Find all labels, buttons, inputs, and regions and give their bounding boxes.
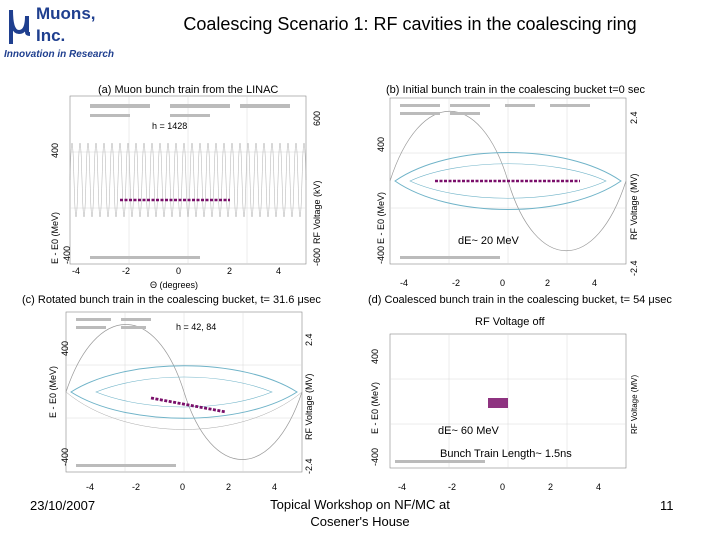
panel-d-xtick: 0 [500,482,506,492]
panel-a-y2tick-bottom: -600 [312,247,322,266]
panel-b-y2tick-bottom: -2.4 [629,260,639,276]
footer-venue: Topical Workshop on NF/MC at Cosener's H… [250,496,470,530]
panel-a-caption: (a) Muon bunch train from the LINAC [98,84,279,96]
panel-d-y2label: RF Voltage (MV) [630,374,639,434]
panel-a-xlabel: Θ (degrees) [150,280,199,290]
panel-c-y2tick-top: 2.4 [304,333,314,346]
footer-venue-line2: Cosener's House [310,514,410,529]
panel-c-xtick: 0 [180,482,186,492]
panel-b-y2label: RF Voltage (MV) [629,173,639,240]
panel-b-y2tick-top: 2.4 [629,111,639,124]
muons-logo-icon [9,9,31,44]
logo-name-line2: Inc. [36,26,66,45]
panel-c-xtick: 2 [226,482,232,492]
panel-a-y2label: RF Voltage (kV) [312,180,322,244]
panel-b-annotation: dE~ 20 MeV [458,235,519,247]
panel-d-annotation-length: Bunch Train Length~ 1.5ns [440,448,572,460]
panel-b-ylabel: E - E0 (MeV) [376,191,386,244]
panel-a-xtick: 0 [176,266,182,276]
panel-d-xtick: 4 [596,482,602,492]
panel-d-xtick: 2 [548,482,554,492]
logo-name-line1: Muons, [36,4,96,23]
panel-a-ytick-bottom: -400 [62,245,72,264]
panel-d-xtick: -2 [448,482,457,492]
panel-a-ytick-top: 400 [50,142,60,158]
panel-b-xtick: 4 [592,278,598,288]
panel-c-xtick: 4 [272,482,278,492]
panel-d-ylabel: E - E0 (MeV) [370,381,380,434]
panel-a-y2tick-top: 600 [312,110,322,126]
panel-c-ylabel: E - E0 (MeV) [48,365,58,418]
panel-c-ytick-bottom: -400 [60,447,70,466]
panel-d-xtick: -4 [398,482,407,492]
panel-d-annotation-de: dE~ 60 MeV [438,425,499,437]
panel-b-ytick-top: 400 [376,136,386,152]
panel-a-xtick: -4 [72,266,81,276]
panel-c-xtick: -2 [132,482,141,492]
panel-a-plot [69,95,307,265]
panel-a-ylabel: E - E0 (MeV) [50,211,60,264]
panel-c-caption: (c) Rotated bunch train in the coalescin… [22,294,321,306]
panel-c-ytick-top: 400 [60,340,70,356]
panel-c-bunch-train [150,396,227,414]
panel-b-xtick: -4 [400,278,409,288]
footer-page-number: 11 [660,498,674,513]
footer-date: 23/10/2007 [30,498,96,513]
panel-b-xtick: 2 [545,278,551,288]
panel-d-ytick-top: 400 [370,348,380,364]
panel-a-xtick: 4 [276,266,282,276]
panel-b-plot [389,97,627,265]
panel-b-xtick: 0 [500,278,506,288]
panel-b-xtick: -2 [452,278,461,288]
panel-c-plot [65,311,303,473]
panel-c-y2tick-bottom: -2.4 [304,458,314,474]
panel-c-xtick: -4 [86,482,95,492]
panel-d-status: RF Voltage off [475,316,545,328]
panel-c-harmonic: h = 42, 84 [176,322,217,332]
panel-b-ytick-bottom: -400 [376,245,386,264]
slide-title: Coalescing Scenario 1: RF cavities in th… [183,14,637,34]
footer-venue-line1: Topical Workshop on NF/MC at [270,497,450,512]
panel-a-xtick: 2 [227,266,233,276]
panel-d-ytick-bottom: -400 [370,447,380,466]
panel-d-plot [389,333,627,469]
panel-b-caption: (b) Initial bunch train in the coalescin… [386,84,645,96]
panel-d-caption: (d) Coalesced bunch train in the coalesc… [368,294,672,306]
panel-c-y2label: RF Voltage (MV) [304,373,314,440]
logo-tagline: Innovation in Research [4,49,115,60]
panel-a-xtick: -2 [122,266,131,276]
panel-d-coalesced-bunch [488,398,508,408]
panel-a-harmonic: h = 1428 [152,121,188,131]
